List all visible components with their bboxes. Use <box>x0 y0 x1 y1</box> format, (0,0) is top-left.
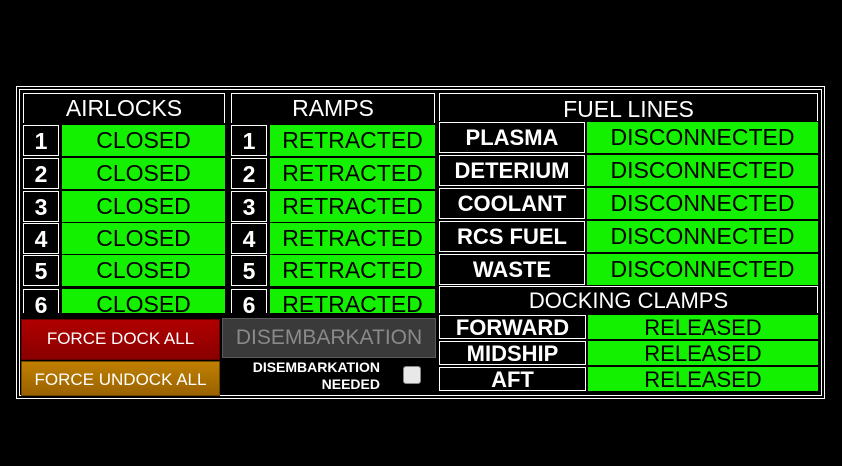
ramps-list: 1 RETRACTED 2 RETRACTED 3 RETRACTED 4 RE… <box>231 124 435 313</box>
airlock-row-6: 6 CLOSED <box>23 289 225 313</box>
ramps-title: RAMPS <box>231 93 435 123</box>
fuel-line-row-deterium: DETERIUM DISCONNECTED <box>439 155 818 186</box>
ramp-number: 1 <box>231 125 267 156</box>
airlock-status: CLOSED <box>62 223 225 254</box>
ramp-row-3: 3 RETRACTED <box>231 191 435 222</box>
fuel-line-name: DETERIUM <box>439 155 585 186</box>
ramp-status: RETRACTED <box>270 158 435 189</box>
fuel-line-status: DISCONNECTED <box>587 221 818 252</box>
airlock-status: CLOSED <box>62 125 225 156</box>
clamp-status: RELEASED <box>588 367 818 392</box>
force-dock-all-button[interactable]: FORCE DOCK ALL <box>21 319 220 360</box>
clamp-name: MIDSHIP <box>439 341 586 365</box>
fuel-line-status: DISCONNECTED <box>587 122 818 153</box>
ramp-status: RETRACTED <box>270 223 435 254</box>
airlock-row-1: 1 CLOSED <box>23 125 225 156</box>
fuel-line-status: DISCONNECTED <box>587 188 818 219</box>
airlock-status: CLOSED <box>62 289 225 313</box>
ramp-status: RETRACTED <box>270 191 435 222</box>
airlock-number: 3 <box>23 191 59 222</box>
fuel-line-name: RCS FUEL <box>439 221 585 252</box>
airlock-number: 4 <box>23 223 59 254</box>
fuel-line-row-rcs-fuel: RCS FUEL DISCONNECTED <box>439 221 818 252</box>
clamp-name: FORWARD <box>439 315 586 339</box>
fuel-lines-title: FUEL LINES <box>439 93 818 122</box>
airlock-status: CLOSED <box>62 255 225 286</box>
airlock-number: 6 <box>23 289 59 313</box>
fuel-line-status: DISCONNECTED <box>587 254 818 285</box>
ramp-status: RETRACTED <box>270 255 435 286</box>
airlock-number: 2 <box>23 158 59 189</box>
panel-frame-inner <box>19 89 822 396</box>
airlock-number: 1 <box>23 125 59 156</box>
disembarkation-needed-checkbox[interactable] <box>403 366 421 384</box>
airlocks-list: 1 CLOSED 2 CLOSED 3 CLOSED 4 CLOSED 5 CL… <box>23 124 225 313</box>
ramp-row-2: 2 RETRACTED <box>231 158 435 189</box>
disembarkation-needed-label: DISEMBARKATION NEEDED <box>230 359 380 393</box>
disembarkation-button[interactable]: DISEMBARKATION <box>222 318 436 358</box>
fuel-line-row-plasma: PLASMA DISCONNECTED <box>439 122 818 153</box>
ramp-number: 6 <box>231 289 267 313</box>
airlock-row-5: 5 CLOSED <box>23 255 225 286</box>
docking-clamps-title: DOCKING CLAMPS <box>439 286 818 313</box>
force-undock-all-button[interactable]: FORCE UNDOCK ALL <box>21 361 220 396</box>
fuel-line-name: WASTE <box>439 254 585 285</box>
fuel-line-row-coolant: COOLANT DISCONNECTED <box>439 188 818 219</box>
disembarkation-needed-line2: NEEDED <box>321 376 380 392</box>
fuel-line-row-waste: WASTE DISCONNECTED <box>439 254 818 285</box>
airlock-row-2: 2 CLOSED <box>23 158 225 189</box>
clamp-name: AFT <box>439 367 586 391</box>
ramp-row-1: 1 RETRACTED <box>231 125 435 156</box>
ramp-status: RETRACTED <box>270 289 435 313</box>
ramp-number: 5 <box>231 255 267 286</box>
ramp-row-5: 5 RETRACTED <box>231 255 435 286</box>
ramp-number: 4 <box>231 223 267 254</box>
panel-frame-outer <box>16 86 825 399</box>
airlock-status: CLOSED <box>62 158 225 189</box>
fuel-line-name: PLASMA <box>439 122 585 153</box>
ramp-row-6: 6 RETRACTED <box>231 289 435 313</box>
airlock-status: CLOSED <box>62 191 225 222</box>
clamp-status: RELEASED <box>588 315 818 340</box>
airlock-number: 5 <box>23 255 59 286</box>
airlock-row-4: 4 CLOSED <box>23 223 225 254</box>
ramp-number: 3 <box>231 191 267 222</box>
clamp-status: RELEASED <box>588 341 818 366</box>
airlock-row-3: 3 CLOSED <box>23 191 225 222</box>
ramp-status: RETRACTED <box>270 125 435 156</box>
ramp-row-4: 4 RETRACTED <box>231 223 435 254</box>
airlocks-title: AIRLOCKS <box>23 93 225 123</box>
ramp-number: 2 <box>231 158 267 189</box>
fuel-line-status: DISCONNECTED <box>587 155 818 186</box>
fuel-line-name: COOLANT <box>439 188 585 219</box>
disembarkation-needed-line1: DISEMBARKATION <box>252 359 380 375</box>
